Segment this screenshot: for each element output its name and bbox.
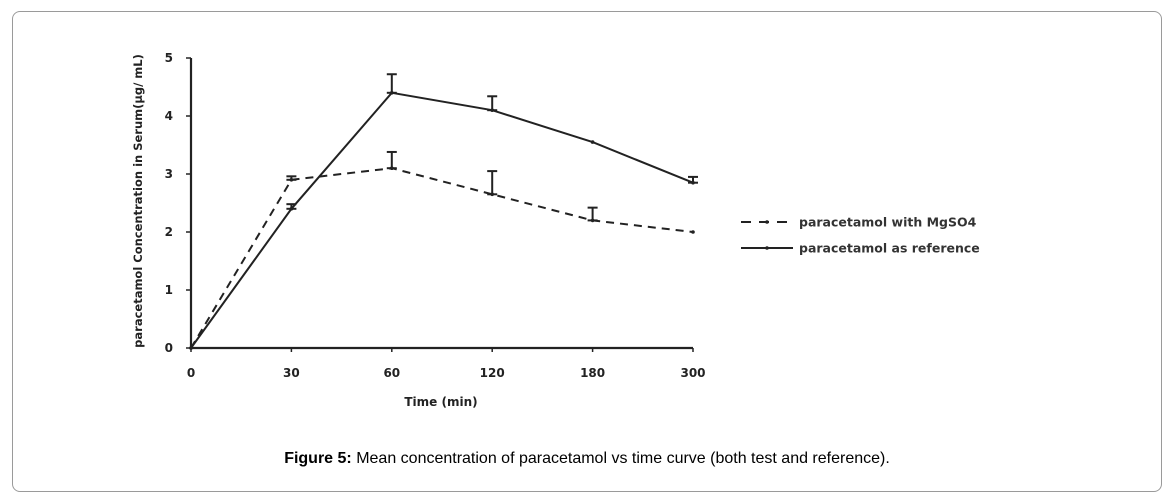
caption-text: Mean concentration of paracetamol vs tim… (351, 450, 890, 467)
series-reference (189, 73, 698, 350)
axes (189, 58, 693, 350)
legend-item: paracetamol as reference (741, 241, 980, 256)
x-tick-label: 30 (283, 366, 300, 380)
legend-marker-icon (765, 220, 769, 224)
legend-label: paracetamol with MgSO4 (799, 215, 977, 230)
series-line (190, 167, 694, 349)
y-tick-label: 4 (165, 109, 173, 123)
data-point (590, 140, 595, 144)
data-point (691, 230, 695, 234)
series-line (190, 91, 694, 349)
x-axis-title: Time (min) (404, 395, 477, 409)
series-mgso4 (189, 150, 695, 350)
x-tick-label: 300 (680, 366, 705, 380)
y-tick-label: 5 (165, 51, 173, 65)
y-axis-title: paracetamol Concentration in Serum(µg/ m… (131, 54, 145, 348)
y-tick-label: 0 (165, 341, 173, 355)
y-tick-label: 2 (165, 225, 173, 239)
x-tick-label: 0 (187, 366, 195, 380)
series-layer (189, 73, 698, 350)
legend-item: paracetamol with MgSO4 (741, 215, 977, 230)
figure-caption: Figure 5: Mean concentration of paraceta… (0, 450, 1174, 468)
x-tick-label: 180 (580, 366, 605, 380)
legend-label: paracetamol as reference (799, 241, 980, 256)
figure-frame (12, 11, 1162, 492)
y-tick-label: 1 (165, 283, 173, 297)
ticks-layer: 0 1 2 3 4 5 0 30 60 120 180 300 (165, 51, 706, 380)
legend-marker-icon (765, 246, 769, 250)
legend: paracetamol with MgSO4 paracetamol as ref… (741, 215, 980, 256)
y-tick-label: 3 (165, 167, 173, 181)
x-tick-label: 120 (480, 366, 505, 380)
line-chart: 0 1 2 3 4 5 0 30 60 120 180 300 Time (min) paraceta… (131, 51, 980, 409)
x-tick-label: 60 (383, 366, 400, 380)
caption-label: Figure 5: (284, 450, 352, 467)
